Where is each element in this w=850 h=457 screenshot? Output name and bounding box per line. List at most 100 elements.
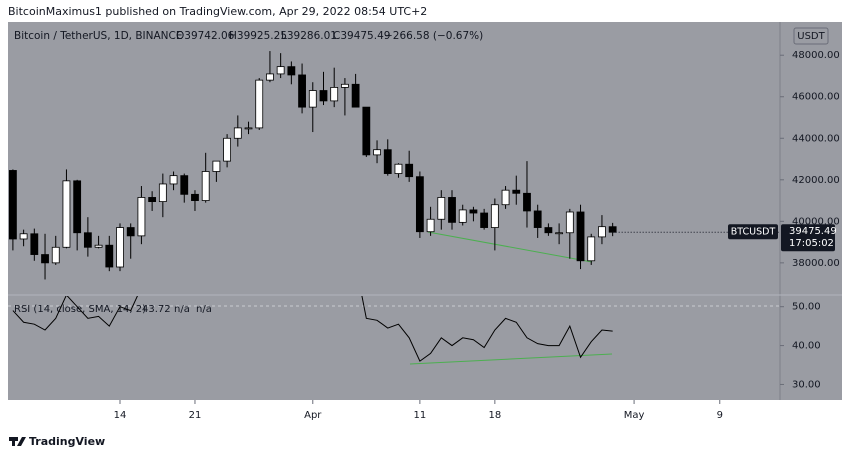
candle-body [608,226,617,233]
tradingview-logo: TradingView [9,435,105,448]
x-tick-label: Apr [304,410,322,421]
candle-body [394,163,403,174]
candle-body [180,175,189,195]
candle-body [62,180,71,248]
symbol-tag [728,224,778,240]
candle-body [437,197,446,220]
candle-body [116,227,124,268]
candle-body [201,171,210,201]
candle-body [308,90,317,108]
candle-body [373,149,381,156]
ohlc-low: L39286.01 [281,30,337,42]
candle-body [405,163,414,178]
candle-body [501,189,510,206]
candle-body [244,127,253,130]
rsi-value: 43.72 [142,304,171,315]
rsi-line-group [12,296,613,362]
y-tick-label: 46000.00 [792,92,840,103]
candle-body [276,66,285,75]
footer-brand: TradingView [29,435,105,448]
y-tick-label: 48000.00 [792,50,840,61]
publish-header: BitcoinMaximus1 published on TradingView… [8,5,427,18]
candle-body [469,209,478,214]
y-tick-label: 38000.00 [792,258,840,269]
candle-body [490,204,499,228]
candle-body [223,137,232,162]
rsi-status: n/a [196,304,212,315]
candle-body [169,175,178,185]
candle-body [351,83,360,108]
candle-body [555,232,564,235]
trendline [409,353,613,365]
candle-body [212,160,221,172]
x-tick-label: 9 [717,410,723,421]
candle-body [426,218,435,233]
candle-body [191,193,199,201]
x-tick-label: 11 [414,410,427,421]
candle-body [298,74,306,108]
candle-body [158,183,167,203]
candle-body [255,79,264,129]
candle-body [105,244,114,268]
y-tick-label: 44000.00 [792,133,840,144]
candle-body [512,189,521,194]
candle-body [137,197,146,237]
x-tick-label: 21 [189,410,202,421]
candle-body [480,212,489,228]
y-tick-label: 40000.00 [792,216,840,227]
unit-box[interactable] [793,27,829,45]
candle-body [383,149,392,174]
candle-body [73,180,82,234]
trendline [427,231,593,263]
ohlc-close: C39475.49 [333,30,390,42]
y-tick-label: 40.00 [792,341,821,352]
rsi-status: n/a [174,304,190,315]
candle-body [330,87,339,102]
price-tag [781,224,835,252]
y-tick-label: 42000.00 [792,175,840,186]
ohlc-open: O39742.06 [176,30,235,42]
candle-body [126,227,135,237]
candle-body [565,211,574,234]
candle-body [458,209,467,223]
candle-body [598,226,606,238]
candles [8,51,617,280]
candle-body [19,233,28,240]
candle-body [233,127,242,139]
candle-body [94,244,103,248]
candle-body [448,197,456,223]
candle-body [287,66,296,76]
candle-body [319,90,328,102]
symbol-title: Bitcoin / TetherUS, 1D, BINANCE [14,30,182,42]
change-label: −266.58 (−0.67%) [384,30,483,42]
candle-body [523,192,531,212]
symbol-tag-label: BTCUSDT [731,227,776,238]
candle-body [587,236,596,262]
candle-body [30,233,39,255]
logo-part [17,437,26,446]
countdown-label: 17:05:02 [789,238,834,249]
candle-body [533,210,542,228]
axis-unit[interactable]: USDT [797,31,825,42]
candle-body [415,176,424,233]
candle-body [266,73,274,81]
x-tick-label: 18 [488,410,501,421]
rsi-line [12,296,613,362]
price-tag-label: 39475.49 [789,226,837,237]
candle-body [83,232,92,248]
candle-body [341,83,349,88]
candle-body [544,227,553,234]
y-tick-label: 30.00 [792,379,821,390]
candle-body [51,246,60,264]
candle-body [8,170,17,240]
x-tick-label: 14 [114,410,127,421]
chart-background [8,22,842,400]
candle-body [576,211,585,262]
x-tick-label: May [624,410,645,421]
candle-body [41,254,49,264]
y-tick-label: 50.00 [792,302,821,313]
logo-part [12,437,15,446]
ohlc-high: H39925.25 [229,30,287,42]
candle-body [148,197,157,203]
